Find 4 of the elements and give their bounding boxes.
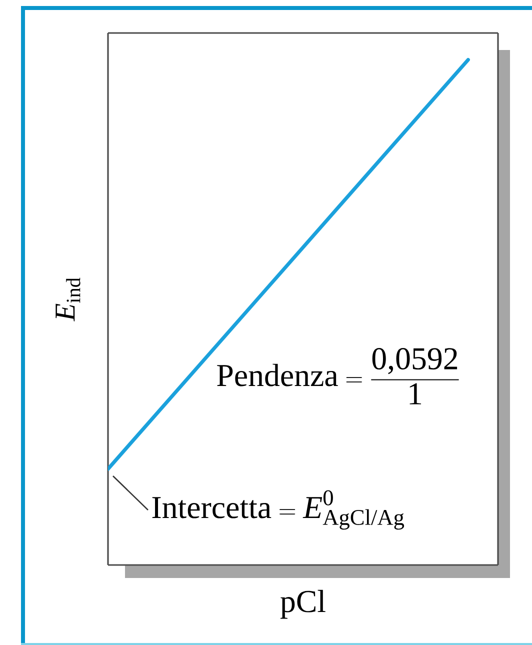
y-axis-title: E$_{ind}$ bbox=[56, 278, 80, 322]
annotation: $\text{Intercetta} = \textit{E}^{\text{0}}_{\text{AgCl/Ag}}$ bbox=[152, 490, 404, 530]
x-axis-title: pCl bbox=[280, 590, 326, 619]
annotation: $\text{Pendenza} = \frac{\text{0,0592}}{\text{1}}$ bbox=[217, 348, 459, 404]
